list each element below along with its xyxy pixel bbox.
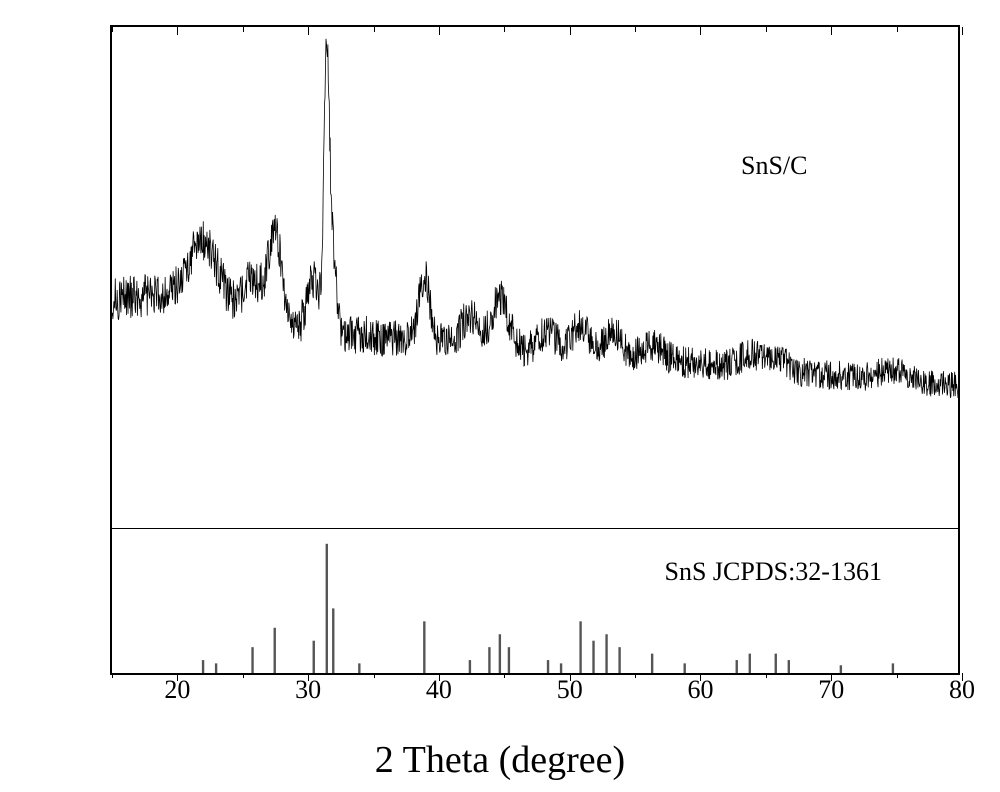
xrd-pattern-line (112, 39, 958, 398)
top-tick-minor (897, 27, 898, 32)
reference-peak-bar (547, 660, 549, 673)
top-tick-minor (374, 27, 375, 32)
reference-peak-bar (618, 647, 620, 673)
x-tick-minor (374, 673, 375, 678)
reference-peak-bar (423, 621, 425, 673)
reference-peak-bar (605, 634, 607, 673)
x-tick-mark (831, 673, 832, 681)
reference-peak-bar (488, 647, 490, 673)
top-tick-mark (831, 27, 832, 35)
reference-peak-bar (274, 628, 276, 673)
top-tick-minor (504, 27, 505, 32)
x-tick-mark (308, 673, 309, 681)
top-tick-mark (570, 27, 571, 35)
x-tick-minor (766, 673, 767, 678)
top-tick-minor (243, 27, 244, 32)
x-tick-mark (962, 673, 963, 681)
x-tick-minor (243, 673, 244, 678)
reference-peak-bar (840, 665, 842, 673)
top-tick-mark (700, 27, 701, 35)
panel-divider (112, 528, 958, 529)
top-tick-mark (177, 27, 178, 35)
reference-peak-bar (651, 654, 653, 673)
top-tick-mark (308, 27, 309, 35)
x-tick-minor (635, 673, 636, 678)
top-tick-minor (635, 27, 636, 32)
reference-peak-bar (788, 660, 790, 673)
reference-peak-bar (251, 647, 253, 673)
chart-annotation: SnS/C (741, 151, 808, 181)
reference-peak-bar (332, 608, 334, 673)
x-tick-mark (177, 673, 178, 681)
x-tick-minor (897, 673, 898, 678)
reference-peak-bar (508, 647, 510, 673)
reference-peak-bar (560, 663, 562, 673)
x-tick-minor (504, 673, 505, 678)
chart-annotation: SnS JCPDS:32-1361 (665, 557, 882, 587)
reference-peak-bar (326, 544, 328, 673)
reference-peak-bar (469, 660, 471, 673)
top-tick-mark (962, 27, 963, 35)
chart-frame: SnS/CSnS JCPDS:32-1361 20304050607080 (110, 25, 960, 675)
x-tick-mark (439, 673, 440, 681)
reference-peak-bar (683, 663, 685, 673)
top-tick-mark (439, 27, 440, 35)
reference-peak-bar (736, 660, 738, 673)
reference-peak-bar (892, 663, 894, 673)
reference-peak-bar (499, 634, 501, 673)
reference-peak-bar (313, 641, 315, 673)
reference-peak-bar (592, 641, 594, 673)
reference-peak-bar (749, 654, 751, 673)
reference-peak-bar (215, 663, 217, 673)
x-axis-label: 2 Theta (degree) (375, 738, 625, 782)
top-tick-minor (112, 27, 113, 32)
reference-peak-bar (579, 621, 581, 673)
reference-peak-bar (202, 660, 204, 673)
x-tick-mark (570, 673, 571, 681)
x-tick-mark (700, 673, 701, 681)
reference-peak-bar (358, 663, 360, 673)
x-tick-minor (112, 673, 113, 678)
reference-peak-bar (775, 654, 777, 673)
top-tick-minor (766, 27, 767, 32)
